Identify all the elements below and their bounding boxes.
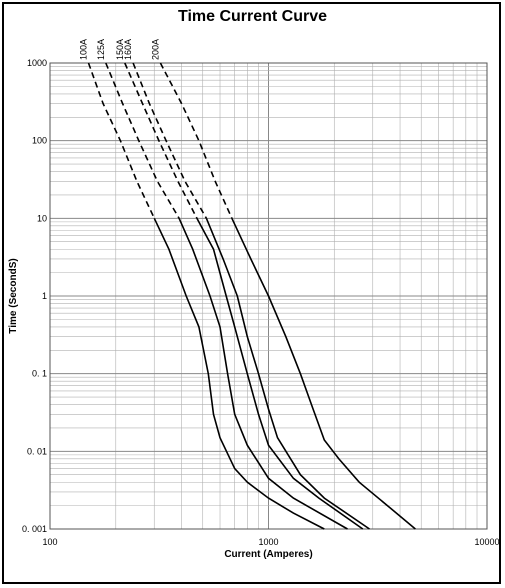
y-tick-label: 1: [42, 291, 47, 301]
y-axis-label: Time (SecondS): [8, 258, 19, 333]
series-label-100a: 100A: [78, 39, 88, 60]
series-label-200a: 200A: [150, 39, 160, 60]
series-150a-solid-line: [196, 217, 364, 530]
series-200a-dashed-line: [159, 62, 233, 219]
y-tick-label: 0. 001: [22, 524, 47, 534]
y-tick-label: 0. 01: [27, 446, 47, 456]
series-125a-solid-line: [178, 217, 348, 530]
series-125a-dashed-line: [105, 62, 180, 219]
x-tick-label: 100: [42, 537, 57, 547]
series-160a-solid-line: [205, 217, 370, 530]
x-tick-label: 1000: [258, 537, 278, 547]
chart-title: Time Current Curve: [177, 8, 328, 25]
series-200a-solid-line: [231, 217, 416, 530]
series-160a-dashed-line: [132, 62, 208, 219]
series-label-160a: 160A: [123, 39, 133, 60]
series-150a-dashed-line: [124, 62, 198, 219]
chart-frame: [2, 2, 501, 584]
y-tick-label: 100: [32, 136, 47, 146]
plot-border: [49, 62, 488, 530]
x-axis-label: Current (Amperes): [224, 549, 312, 560]
series-100a-solid-line: [153, 217, 325, 530]
x-tick-label: 10000: [474, 537, 499, 547]
series-100a-dashed-line: [87, 62, 156, 219]
series-label-125a: 125A: [96, 39, 106, 60]
y-tick-label: 10: [37, 213, 47, 223]
series-label-150a: 150A: [115, 39, 125, 60]
y-tick-label: 0. 1: [32, 369, 47, 379]
y-tick-label: 1000: [27, 58, 47, 68]
